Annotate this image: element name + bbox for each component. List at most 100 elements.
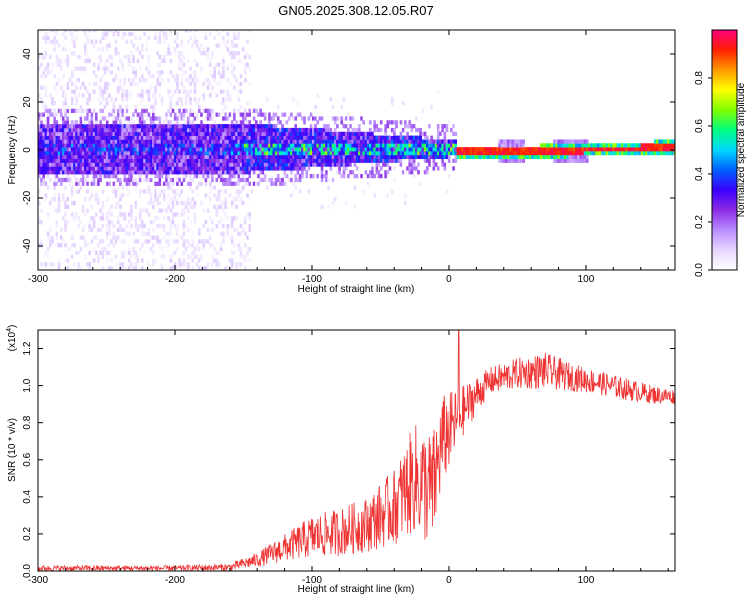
heatmap-cell <box>171 177 175 183</box>
heatmap-cell <box>198 239 201 244</box>
heatmap-cell <box>224 139 227 144</box>
heatmap-cell <box>572 147 576 152</box>
heatmap-cell <box>311 158 315 163</box>
heatmap-cell <box>42 54 45 60</box>
heatmap-cell <box>145 135 148 140</box>
heatmap-cell <box>621 147 624 152</box>
heatmap-cell <box>189 200 192 206</box>
heatmap-cell <box>351 135 355 140</box>
heatmap-cell <box>344 131 348 136</box>
heatmap-cell <box>257 135 260 140</box>
heatmap-cell <box>169 185 173 190</box>
heatmap-cell <box>57 147 61 152</box>
heatmap-cell <box>454 131 458 136</box>
heatmap-cell <box>614 143 618 148</box>
heatmap-cell <box>86 108 89 113</box>
heatmap-cell <box>465 150 468 156</box>
heatmap-cell <box>208 166 212 171</box>
heatmap-cell <box>296 131 300 136</box>
heatmap-cell <box>384 143 387 148</box>
heatmap-cell <box>410 162 414 167</box>
heatmap-cell <box>48 127 52 133</box>
heatmap-cell <box>178 162 181 167</box>
heatmap-cell <box>195 135 199 140</box>
heatmap-cell <box>217 81 221 87</box>
heatmap-cell <box>577 143 580 148</box>
heatmap-cell <box>187 197 190 202</box>
heatmap-cell <box>305 131 308 136</box>
heatmap-cell <box>379 127 383 133</box>
heatmap-cell <box>195 78 199 83</box>
heatmap-cell <box>268 166 271 171</box>
heatmap-cell <box>244 181 247 186</box>
heatmap-cell <box>204 51 208 56</box>
heatmap-cell <box>119 108 122 113</box>
heatmap-cell <box>178 89 181 94</box>
heatmap-cell <box>386 143 390 148</box>
heatmap-cell <box>73 143 76 148</box>
heatmap-cell <box>213 147 216 152</box>
heatmap-cell <box>233 158 236 163</box>
heatmap-cell <box>200 112 203 117</box>
heatmap-cell <box>193 127 197 133</box>
heatmap-cell <box>92 166 96 171</box>
heatmap-cell <box>553 150 556 156</box>
heatmap-cell <box>290 177 293 183</box>
heatmap-cell <box>202 47 205 52</box>
heatmap-cell <box>233 116 236 121</box>
heatmap-cell <box>40 139 43 144</box>
heatmap-cell <box>279 177 282 183</box>
heatmap-cell <box>417 154 420 160</box>
heatmap-cell <box>281 135 284 140</box>
heatmap-cell <box>64 93 67 98</box>
heatmap-cell <box>136 93 140 98</box>
heatmap-cell <box>184 246 188 252</box>
heatmap-cell <box>38 220 41 225</box>
heatmap-cell <box>110 174 113 179</box>
heatmap-cell <box>147 185 151 190</box>
heatmap-cell <box>173 135 177 140</box>
heatmap-cell <box>358 147 361 152</box>
heatmap-cell <box>132 139 135 144</box>
heatmap-cell <box>213 150 216 156</box>
heatmap-cell <box>138 66 142 71</box>
heatmap-cell <box>311 131 315 136</box>
heatmap-cell <box>158 35 162 40</box>
heatmap-cell <box>198 246 201 252</box>
heatmap-cell <box>397 147 401 152</box>
heatmap-cell <box>219 231 223 236</box>
heatmap-cell <box>162 131 166 136</box>
heatmap-cell <box>215 139 219 144</box>
heatmap-cell <box>59 135 63 140</box>
heatmap-cell <box>217 127 221 133</box>
heatmap-cell <box>303 127 306 133</box>
heatmap-cell <box>141 227 144 232</box>
heatmap-cell <box>246 127 249 133</box>
heatmap-cell <box>329 150 333 156</box>
heatmap-cell <box>143 78 146 83</box>
heatmap-cell <box>151 204 155 209</box>
heatmap-cell <box>673 147 675 152</box>
heatmap-cell <box>375 154 379 160</box>
heatmap-cell <box>123 170 127 175</box>
heatmap-cell <box>360 150 363 156</box>
heatmap-cell <box>208 243 212 248</box>
heatmap-cell <box>151 112 155 117</box>
heatmap-cell <box>208 31 212 37</box>
heatmap-cell <box>244 154 247 160</box>
heatmap-cell <box>204 35 208 40</box>
heatmap-cell <box>173 116 177 121</box>
heatmap-cell <box>44 108 48 113</box>
heatmap-cell <box>482 154 486 160</box>
heatmap-cell <box>149 131 153 136</box>
heatmap-cell <box>224 116 227 121</box>
heatmap-cell <box>265 158 269 163</box>
heatmap-cell <box>189 112 192 117</box>
y-tick-label: 0.4 <box>22 489 33 503</box>
heatmap-cell <box>134 135 138 140</box>
heatmap-cell <box>57 154 61 160</box>
heatmap-cell <box>134 147 138 152</box>
heatmap-cell <box>187 162 190 167</box>
heatmap-cell <box>108 154 111 160</box>
heatmap-cell <box>612 143 615 148</box>
